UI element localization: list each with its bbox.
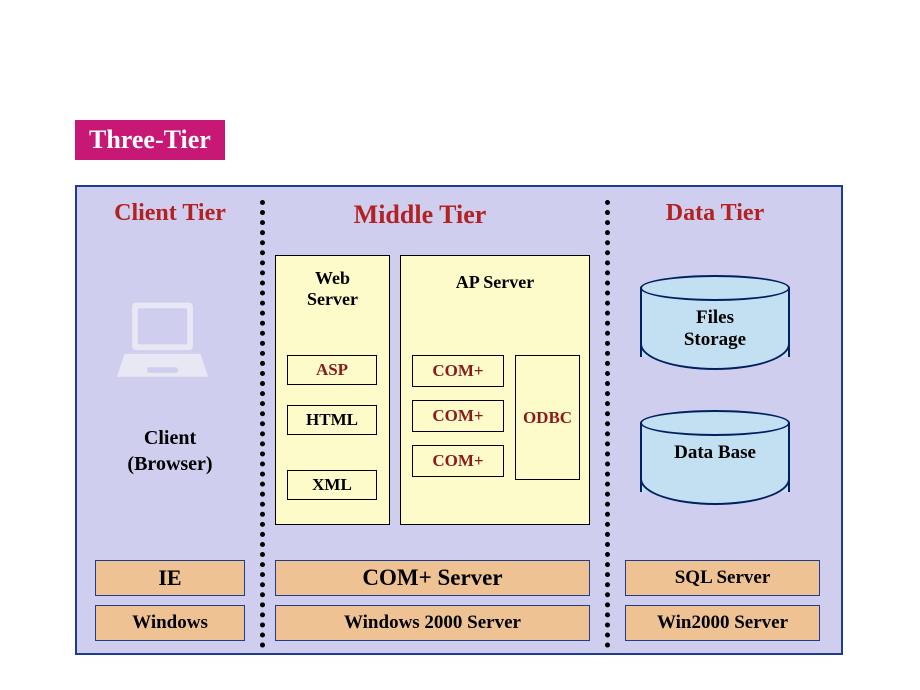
platform-box-2: COM+ Server [275, 560, 590, 596]
tier-heading-2: Data Tier [640, 200, 790, 227]
divider-1 [605, 200, 610, 648]
platform-box-5: Win2000 Server [625, 605, 820, 641]
client-label: Client(Browser) [95, 425, 245, 477]
ap-server-com-item-1: COM+ [412, 400, 504, 432]
platform-box-3: Windows 2000 Server [275, 605, 590, 641]
ap-server-title: AP Server [401, 272, 589, 293]
cylinder-1: Data Base [640, 410, 790, 505]
cylinder-0: Files Storage [640, 275, 790, 370]
cylinder-label-0: Files Storage [640, 307, 790, 351]
title-text: Three-Tier [89, 125, 211, 155]
web-server-title: Web Server [276, 268, 389, 310]
tier-heading-0: Client Tier [95, 200, 245, 227]
web-server-item-xml: XML [287, 470, 377, 500]
web-server-item-asp: ASP [287, 355, 377, 385]
platform-box-1: Windows [95, 605, 245, 641]
ap-server-com-item-2: COM+ [412, 445, 504, 477]
divider-0 [260, 200, 265, 648]
tier-heading-1: Middle Tier [315, 200, 525, 230]
cylinder-label-1: Data Base [640, 442, 790, 464]
ap-server-odbc: ODBC [515, 355, 580, 480]
ap-server-com-item-0: COM+ [412, 355, 504, 387]
title-badge: Three-Tier [75, 120, 225, 160]
laptop-icon [115, 295, 210, 390]
client-label-line2: (Browser) [95, 451, 245, 477]
client-label-line1: Client [95, 425, 245, 451]
platform-box-4: SQL Server [625, 560, 820, 596]
platform-box-0: IE [95, 560, 245, 596]
web-server-item-html: HTML [287, 405, 377, 435]
